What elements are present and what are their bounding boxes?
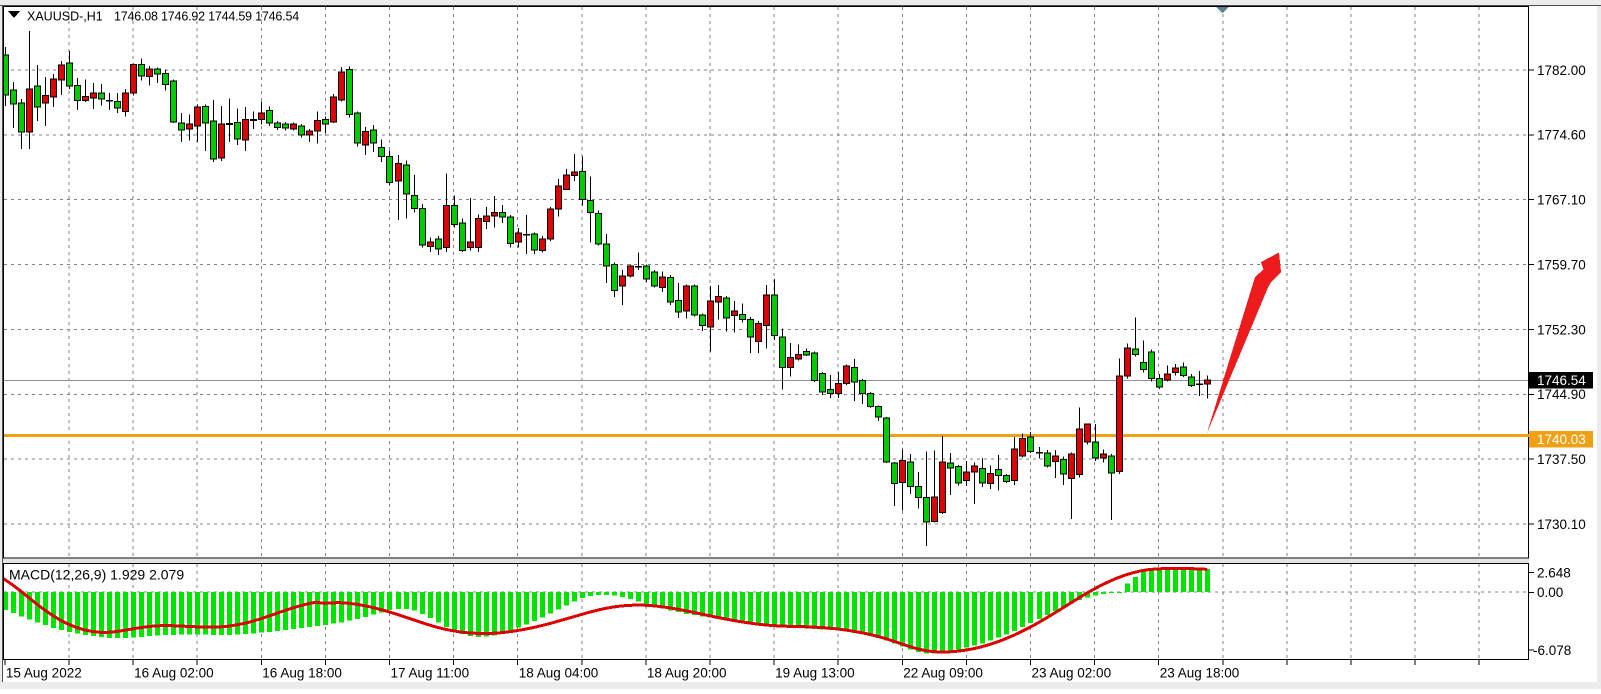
svg-text:0.00: 0.00: [1537, 585, 1563, 600]
svg-text:22 Aug 09:00: 22 Aug 09:00: [903, 666, 983, 681]
svg-text:1740.03: 1740.03: [1537, 432, 1586, 447]
svg-text:MACD(12,26,9) 1.929 2.079: MACD(12,26,9) 1.929 2.079: [9, 567, 184, 583]
svg-text:18 Aug 04:00: 18 Aug 04:00: [519, 666, 599, 681]
svg-text:18 Aug 20:00: 18 Aug 20:00: [647, 666, 727, 681]
svg-text:17 Aug 11:00: 17 Aug 11:00: [391, 666, 470, 681]
svg-text:16 Aug 02:00: 16 Aug 02:00: [134, 666, 214, 681]
svg-text:1759.70: 1759.70: [1537, 257, 1586, 272]
svg-text:2.648: 2.648: [1537, 565, 1571, 580]
svg-text:1746.54: 1746.54: [1537, 373, 1586, 388]
svg-text:1746.08 1746.92 1744.59 1746.5: 1746.08 1746.92 1744.59 1746.54: [114, 10, 299, 24]
svg-text:1752.30: 1752.30: [1537, 322, 1586, 337]
svg-text:1744.90: 1744.90: [1537, 387, 1586, 402]
svg-text:1782.00: 1782.00: [1537, 63, 1586, 78]
svg-text:XAUUSD-,H1: XAUUSD-,H1: [27, 10, 103, 24]
svg-text:-6.078: -6.078: [1533, 643, 1571, 658]
svg-text:15 Aug 2022: 15 Aug 2022: [6, 666, 82, 681]
svg-text:23 Aug 18:00: 23 Aug 18:00: [1160, 666, 1240, 681]
svg-text:19 Aug 13:00: 19 Aug 13:00: [775, 666, 855, 681]
svg-text:1730.10: 1730.10: [1537, 517, 1586, 532]
svg-text:16 Aug 18:00: 16 Aug 18:00: [262, 666, 342, 681]
svg-text:1767.10: 1767.10: [1537, 193, 1586, 208]
svg-text:1737.50: 1737.50: [1537, 452, 1586, 467]
svg-text:23 Aug 02:00: 23 Aug 02:00: [1032, 666, 1112, 681]
svg-text:1774.60: 1774.60: [1537, 128, 1586, 143]
